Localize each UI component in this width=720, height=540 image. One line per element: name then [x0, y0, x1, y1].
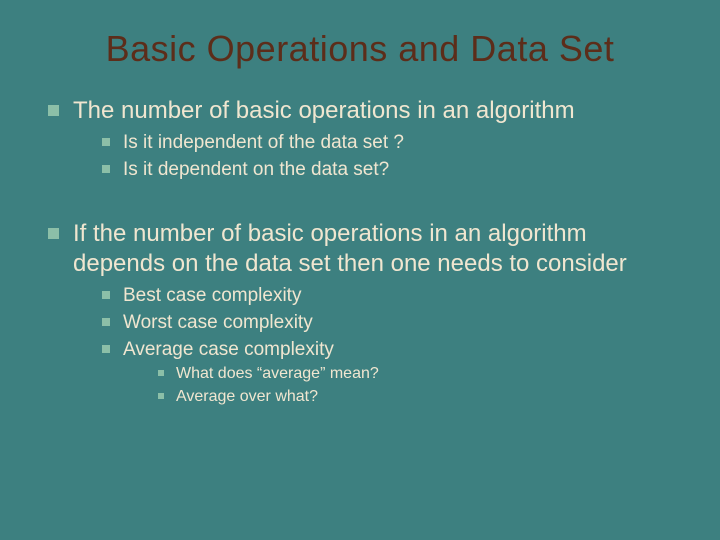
bullet-square-icon [102, 165, 110, 173]
bullet-level2: Best case complexity [102, 283, 672, 309]
bullet-level2: Is it dependent on the data set? [102, 157, 672, 183]
bullet-square-icon [102, 318, 110, 326]
bullet-square-icon [102, 138, 110, 146]
bullet-level3: What does “average” mean? [158, 363, 672, 385]
bullet-text: Is it dependent on the data set? [123, 157, 389, 183]
bullet-text: Average over what? [176, 386, 318, 408]
bullet-square-icon [102, 345, 110, 353]
bullet-level2: Average case complexity [102, 337, 672, 363]
bullet-text: Best case complexity [123, 283, 301, 309]
bullet-square-icon [158, 393, 164, 399]
slide-title: Basic Operations and Data Set [48, 28, 672, 70]
bullet-square-icon [48, 105, 59, 116]
bullet-level2: Is it independent of the data set ? [102, 130, 672, 156]
bullet-square-icon [48, 228, 59, 239]
bullet-text: If the number of basic operations in an … [73, 219, 672, 279]
bullet-text: Worst case complexity [123, 310, 313, 336]
bullet-level1: If the number of basic operations in an … [48, 219, 672, 279]
bullet-square-icon [102, 291, 110, 299]
bullet-text: The number of basic operations in an alg… [73, 96, 575, 126]
bullet-level2: Worst case complexity [102, 310, 672, 336]
slide: Basic Operations and Data Set The number… [0, 0, 720, 540]
bullet-square-icon [158, 370, 164, 376]
bullet-level1: The number of basic operations in an alg… [48, 96, 672, 126]
bullet-text: Average case complexity [123, 337, 334, 363]
bullet-text: Is it independent of the data set ? [123, 130, 404, 156]
spacer [48, 183, 672, 209]
bullet-level3: Average over what? [158, 386, 672, 408]
bullet-text: What does “average” mean? [176, 363, 379, 385]
